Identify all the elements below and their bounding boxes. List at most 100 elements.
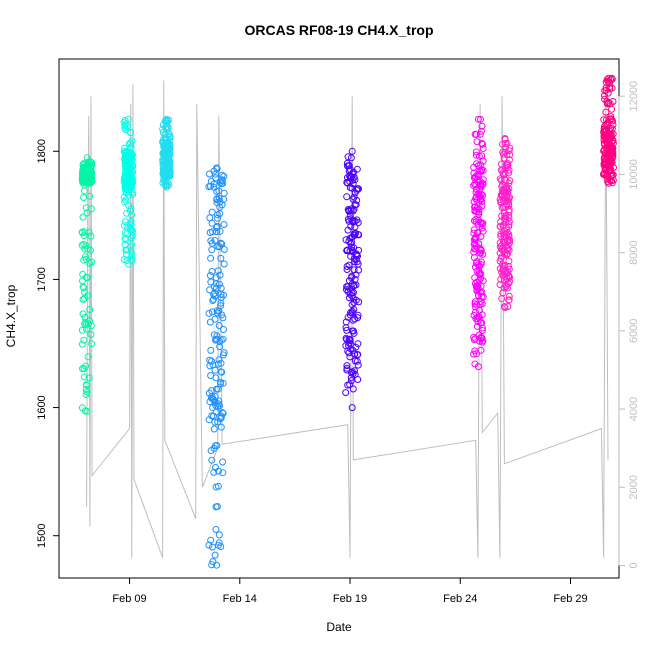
data-point xyxy=(505,233,513,240)
data-point xyxy=(164,156,172,164)
data-point xyxy=(125,191,133,199)
data-point xyxy=(215,531,223,539)
data-point xyxy=(475,192,483,200)
data-point xyxy=(605,179,612,187)
data-point xyxy=(498,245,506,252)
data-point xyxy=(214,309,221,317)
data-point xyxy=(88,161,96,169)
data-point xyxy=(479,167,487,174)
data-point xyxy=(88,258,96,266)
y2-tick-label: 8000 xyxy=(628,240,640,264)
data-point xyxy=(160,176,168,184)
data-point xyxy=(350,306,358,313)
y2-tick-label: 10000 xyxy=(628,159,640,190)
data-point xyxy=(501,176,509,184)
data-point xyxy=(219,458,227,466)
data-point xyxy=(163,115,170,123)
data-point xyxy=(351,223,359,231)
data-point xyxy=(471,180,479,188)
data-point xyxy=(165,155,173,163)
data-point xyxy=(601,149,609,157)
data-point xyxy=(122,182,130,189)
y-tick-label: 1800 xyxy=(36,139,48,163)
data-point xyxy=(605,99,613,106)
data-point xyxy=(205,309,213,317)
data-point xyxy=(347,154,355,162)
data-point xyxy=(208,387,216,395)
data-point xyxy=(606,176,614,184)
data-point xyxy=(80,181,88,189)
data-point xyxy=(350,193,358,201)
data-point xyxy=(608,143,616,151)
data-point xyxy=(470,182,478,189)
x-axis-label: Date xyxy=(326,620,352,634)
data-point xyxy=(210,290,218,298)
data-point xyxy=(121,234,129,242)
data-point xyxy=(476,218,484,226)
data-point xyxy=(210,412,217,420)
data-point xyxy=(349,370,357,378)
series-rf14 xyxy=(496,135,514,312)
data-point xyxy=(80,284,88,292)
data-point xyxy=(473,301,481,309)
data-point xyxy=(215,307,223,315)
data-point xyxy=(215,539,223,547)
data-point xyxy=(504,229,512,237)
data-point xyxy=(205,541,213,549)
data-point xyxy=(504,284,511,292)
data-point xyxy=(501,135,509,142)
data-point xyxy=(347,252,355,260)
data-point xyxy=(166,172,174,180)
data-point xyxy=(470,198,478,206)
data-point xyxy=(609,136,617,144)
data-point xyxy=(217,423,225,431)
data-point xyxy=(218,180,225,188)
data-point xyxy=(78,241,86,249)
data-point xyxy=(478,288,486,296)
data-point xyxy=(205,416,213,424)
data-point xyxy=(351,357,359,365)
data-point xyxy=(211,551,219,559)
data-point xyxy=(165,162,172,170)
data-point xyxy=(128,232,136,239)
data-point xyxy=(215,467,222,475)
data-point xyxy=(219,409,226,417)
data-point xyxy=(83,172,91,180)
data-point xyxy=(470,169,478,177)
data-point xyxy=(210,183,218,191)
axes-layer: Feb 09 Feb 14 Feb 19 Feb 24 Feb 29 1500 1600 17… xyxy=(36,81,640,605)
data-point xyxy=(208,219,216,227)
data-point xyxy=(344,283,352,291)
data-point xyxy=(472,131,480,138)
data-point xyxy=(87,173,95,180)
data-point xyxy=(353,185,361,193)
data-point xyxy=(122,250,130,258)
data-point xyxy=(600,132,608,139)
data-point xyxy=(214,214,221,222)
data-point xyxy=(214,418,222,426)
data-point xyxy=(214,360,222,368)
data-point xyxy=(502,148,509,156)
data-point xyxy=(207,447,215,455)
data-point xyxy=(84,292,92,300)
series-rf10 xyxy=(159,115,174,191)
data-point xyxy=(499,169,507,177)
data-point xyxy=(344,347,352,355)
data-point xyxy=(475,205,483,213)
data-point xyxy=(478,319,486,327)
plot-frame xyxy=(58,58,620,579)
data-point xyxy=(473,138,481,146)
data-point xyxy=(344,288,352,295)
data-point xyxy=(503,201,511,209)
data-point xyxy=(608,116,616,124)
data-point xyxy=(343,362,351,370)
data-point xyxy=(86,260,94,267)
data-point xyxy=(471,300,479,308)
series-rf09 xyxy=(120,115,137,268)
data-point xyxy=(217,254,225,262)
data-point xyxy=(211,237,219,244)
data-point xyxy=(128,167,136,175)
data-point xyxy=(496,239,504,247)
data-point xyxy=(220,326,227,333)
data-point xyxy=(87,330,95,338)
